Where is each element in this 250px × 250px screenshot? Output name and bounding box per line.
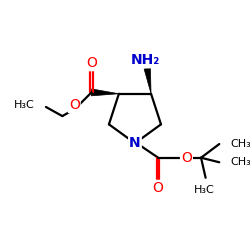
Polygon shape (144, 68, 151, 94)
Text: O: O (181, 151, 192, 165)
Text: NH₂: NH₂ (131, 53, 160, 67)
Text: H₃C: H₃C (14, 100, 35, 110)
Text: CH₃: CH₃ (230, 157, 250, 167)
Text: O: O (153, 181, 164, 195)
Text: H₃C: H₃C (194, 185, 214, 195)
Text: N: N (129, 136, 141, 150)
Polygon shape (91, 89, 119, 96)
Text: O: O (69, 98, 80, 112)
Text: O: O (86, 56, 97, 70)
Text: CH₃: CH₃ (230, 139, 250, 149)
